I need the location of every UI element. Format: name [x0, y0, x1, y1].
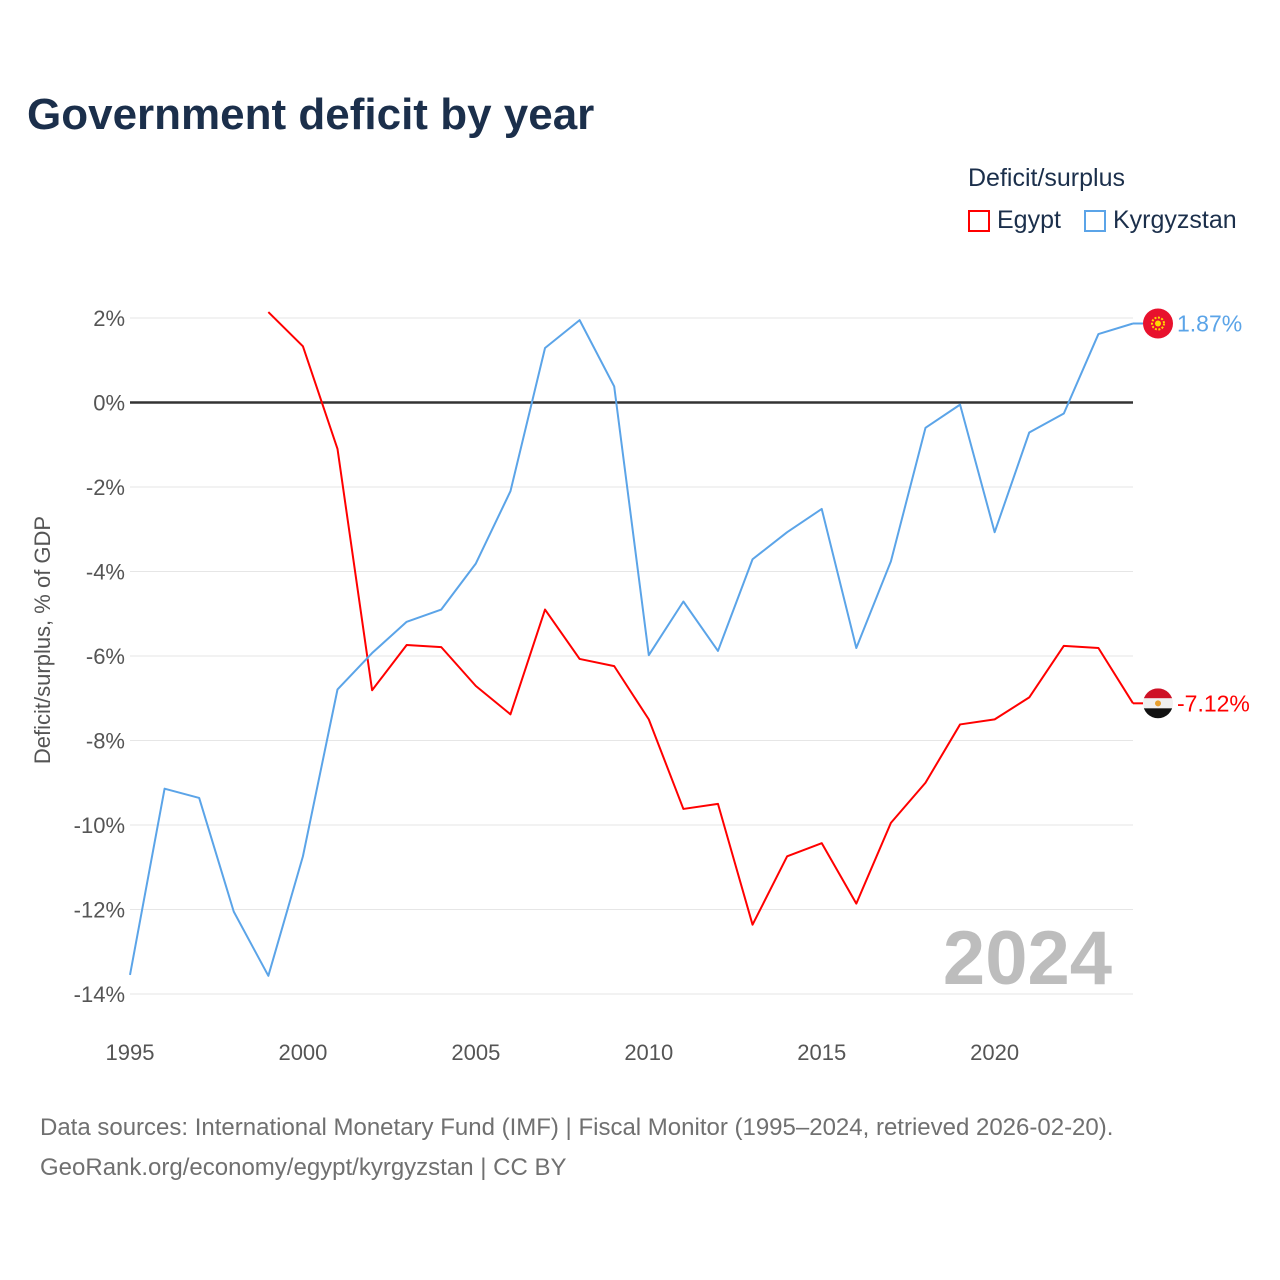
legend-swatch-kyrgyzstan — [1084, 209, 1106, 232]
flag-egypt-icon — [1143, 688, 1173, 719]
y-tick-label: -4% — [86, 560, 125, 585]
y-tick-label: -10% — [74, 813, 125, 838]
y-tick-label: -14% — [74, 982, 125, 1007]
x-tick-label: 2020 — [970, 1040, 1019, 1065]
y-tick-label: -8% — [86, 729, 125, 754]
y-tick-label: -2% — [86, 475, 125, 500]
legend-item-egypt[interactable]: Egypt — [968, 206, 1061, 235]
end-label-kyrgyzstan: 1.87% — [1177, 310, 1242, 336]
x-tick-label: 2005 — [451, 1040, 500, 1065]
legend-title: Deficit/surplus — [968, 164, 1125, 192]
legend-swatch-egypt — [968, 209, 990, 232]
x-tick-label: 2000 — [278, 1040, 327, 1065]
legend-label-kyrgyzstan: Kyrgyzstan — [1113, 206, 1237, 234]
series-line-kyrgyzstan — [129, 319, 1134, 977]
y-axis-label: Deficit/surplus, % of GDP — [30, 516, 55, 764]
legend-label-egypt: Egypt — [997, 206, 1061, 234]
y-tick-label: -6% — [86, 644, 125, 669]
x-tick-label: 1995 — [106, 1040, 155, 1065]
x-tick-label: 2015 — [797, 1040, 846, 1065]
end-label-egypt: -7.12% — [1177, 690, 1250, 716]
flag-kyrgyzstan-icon — [1143, 308, 1173, 339]
source-line-1: Data sources: International Monetary Fun… — [40, 1114, 1114, 1141]
series-line-egypt — [267, 311, 1134, 926]
legend-item-kyrgyzstan[interactable]: Kyrgyzstan — [1084, 206, 1237, 235]
year-watermark: 2024 — [943, 916, 1112, 1001]
source-line-2: GeoRank.org/economy/egypt/kyrgyzstan | C… — [40, 1154, 567, 1181]
y-tick-label: 0% — [93, 391, 125, 416]
y-tick-label: 2% — [93, 306, 125, 331]
x-tick-label: 2010 — [624, 1040, 673, 1065]
chart-title: Government deficit by year — [27, 90, 595, 139]
y-tick-label: -12% — [74, 898, 125, 923]
source-note: Data sources: International Monetary Fun… — [40, 1108, 1113, 1188]
